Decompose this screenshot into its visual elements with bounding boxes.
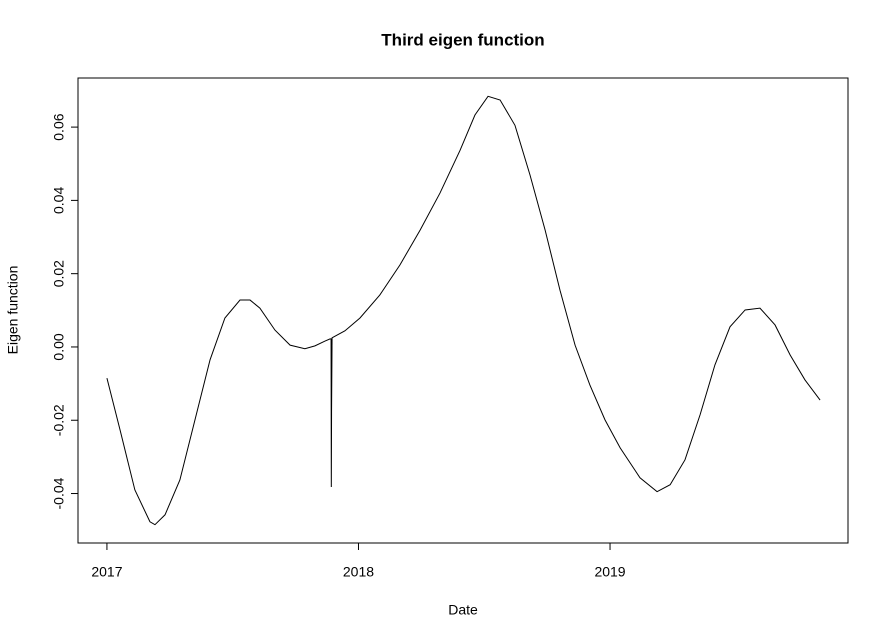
x-tick-label: 2017 <box>91 564 122 580</box>
x-tick-label: 2018 <box>343 564 374 580</box>
y-axis-label: Eigen function <box>5 266 21 355</box>
y-tick-label: 0.06 <box>51 113 67 140</box>
data-line <box>106 95 821 526</box>
x-tick-label: 2019 <box>594 564 625 580</box>
chart-title: Third eigen function <box>381 30 544 49</box>
x-axis-label: Date <box>448 602 478 618</box>
y-tick-label: 0.02 <box>51 260 67 287</box>
y-tick-label: -0.02 <box>51 404 67 436</box>
y-tick-label: -0.04 <box>51 477 67 509</box>
y-tick-label: 0.00 <box>51 333 67 360</box>
y-tick-label: 0.04 <box>51 187 67 214</box>
